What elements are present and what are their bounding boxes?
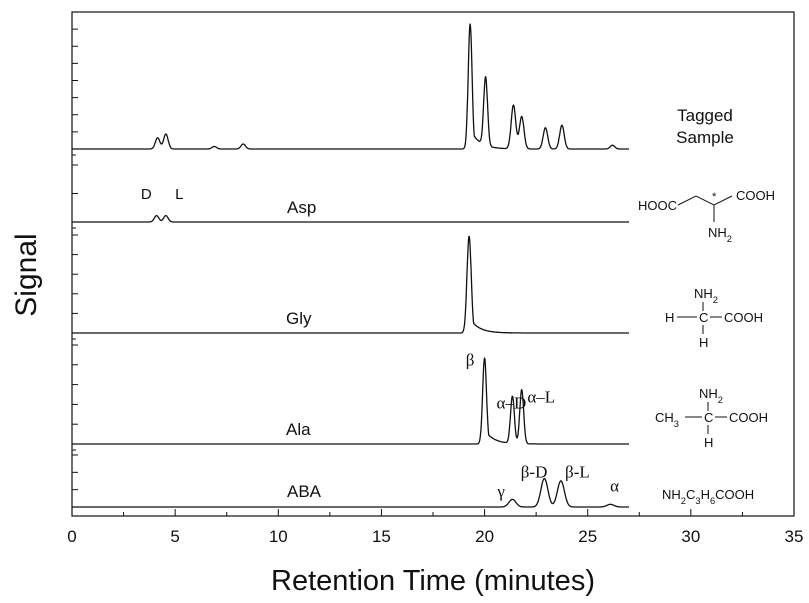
trace-name-label: ABA (287, 482, 322, 501)
ala-amine-label: NH2 (699, 386, 723, 405)
peak-annotation: L (175, 186, 183, 203)
x-axis-label: Retention Time (minutes) (271, 565, 595, 597)
x-tick-label: 30 (681, 527, 700, 546)
peak-annotation: β (466, 350, 475, 369)
x-tick-label: 10 (269, 527, 288, 546)
y-axis-ticks (72, 11, 78, 508)
gly-cooh-label: COOH (724, 310, 763, 325)
x-tick-label: 15 (372, 527, 391, 546)
peak-annotation: γ (496, 482, 505, 501)
x-tick-label: 35 (785, 527, 804, 546)
ala-carbon: C (704, 410, 713, 425)
x-tick-label: 0 (67, 527, 76, 546)
ala-left-group: CH3 (655, 410, 679, 429)
asp-chain-bond (677, 195, 733, 206)
ala-cooh-label: COOH (729, 410, 768, 425)
trace-aba (72, 477, 630, 508)
aba-formula: NH2C3H6COOH (662, 487, 754, 506)
x-tick-label: 25 (578, 527, 597, 546)
asp-amine-label: NH2 (708, 225, 732, 244)
trace-gly (72, 235, 630, 334)
gly-left-group: H (665, 310, 674, 325)
trace-name-label: Ala (286, 420, 311, 439)
gly-carbon: C (699, 310, 708, 325)
trace-asp (72, 214, 630, 223)
peak-annotation: D (141, 186, 152, 203)
plot-frame (71, 11, 795, 517)
asp-cooh-label: COOH (736, 188, 775, 203)
asp-hooc-label: HOOC (638, 198, 677, 213)
trace-ala (72, 357, 630, 445)
trace-name-label: Sample (676, 128, 734, 147)
plot-border (71, 11, 795, 517)
trace-labels: Tagged Sample Asp D L Gly Ala β α–D α–L ABA γ β-D β-L… (141, 106, 734, 501)
x-tick-label: 5 (170, 527, 179, 546)
peak-annotation: α (610, 476, 619, 495)
x-axis-ticks: 0 5 10 15 20 25 30 35 (67, 509, 803, 546)
trace-tagged-sample (72, 23, 630, 150)
gly-amine-label: NH2 (694, 286, 718, 305)
asp-chiral-star: * (712, 191, 717, 203)
peak-annotation: α–D (497, 393, 527, 412)
trace-name-label: Gly (286, 309, 312, 328)
x-tick-label: 20 (475, 527, 494, 546)
peak-annotation: β-L (565, 462, 590, 481)
peak-annotation: α–L (527, 387, 555, 406)
gly-bottom-h: H (699, 335, 708, 350)
trace-name-label: Asp (287, 198, 316, 217)
chromatogram-traces (72, 23, 630, 508)
ala-bottom-h: H (704, 435, 713, 450)
peak-annotation: β-D (521, 462, 548, 481)
y-axis-label: Signal (10, 233, 43, 316)
trace-name-label: Tagged (677, 106, 733, 125)
